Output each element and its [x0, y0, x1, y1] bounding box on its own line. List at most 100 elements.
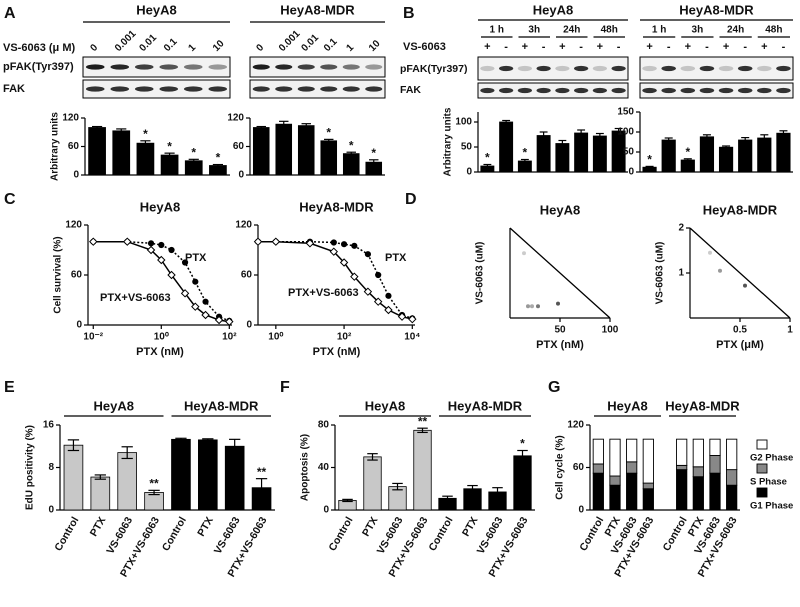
blot-band: [661, 87, 676, 94]
significance: *: [371, 146, 376, 160]
significance: *: [349, 138, 354, 152]
bar: [112, 130, 131, 176]
blot-band: [252, 86, 270, 92]
significance: **: [149, 477, 159, 491]
dose-label: 0: [88, 42, 100, 54]
y-tick-label: 0: [323, 505, 329, 516]
group-title: HeyA8-MDR: [665, 398, 740, 413]
blot-band: [252, 64, 270, 70]
marker: [339, 258, 349, 267]
bar-segment: [692, 438, 704, 468]
bar-segment: [692, 466, 704, 478]
y-tick-label: 60: [233, 141, 245, 152]
marker: [340, 241, 348, 248]
bar-segment: [726, 484, 738, 511]
bar-segment: [709, 438, 721, 456]
bar-segment: [709, 455, 721, 474]
sign-label: -: [705, 41, 709, 53]
significance: *: [523, 146, 528, 160]
blot-band: [680, 87, 696, 94]
isobole: [509, 227, 611, 319]
blot-band: [499, 87, 514, 94]
blot-band: [134, 86, 154, 92]
marker: [364, 251, 372, 258]
y-tick-label: 80: [318, 420, 330, 431]
bar: [680, 159, 695, 173]
bar: [661, 139, 676, 173]
x-tick-label: 10⁴: [404, 332, 420, 343]
bar: [413, 429, 432, 511]
bar: [363, 456, 382, 511]
blot-frame: [639, 82, 794, 99]
bar: [171, 438, 191, 511]
marker: [351, 242, 358, 249]
blot-band: [85, 86, 105, 92]
y-tick-label: 120: [62, 113, 79, 124]
panel-letter: G: [548, 379, 560, 396]
bar: [320, 140, 338, 176]
marker: [271, 237, 281, 246]
marker: [408, 314, 417, 324]
significance: *: [520, 437, 525, 451]
blot-band: [737, 87, 753, 94]
marker: [350, 272, 359, 281]
y-tick-label: 150: [617, 107, 634, 118]
blot-band: [718, 87, 734, 94]
marker: [363, 287, 373, 296]
bar: [342, 153, 360, 176]
blot-band: [110, 64, 130, 70]
point: [536, 304, 540, 309]
marker: [192, 278, 199, 285]
sign-label: -: [743, 41, 747, 53]
blot-band: [592, 87, 607, 94]
blot-frame: [249, 79, 386, 99]
bar: [757, 137, 772, 173]
significance: *: [326, 126, 331, 140]
bar: [63, 444, 84, 511]
blot-frame: [249, 56, 386, 78]
sign-label: -: [617, 41, 621, 53]
blot-frame: [639, 56, 794, 81]
panel-letter: F: [280, 379, 290, 396]
y-tick-label: 120: [567, 420, 584, 431]
y-tick-label: 0: [628, 167, 634, 178]
bar: [117, 452, 137, 511]
treatment-label: VS-6063 (μ M): [3, 42, 75, 54]
blot-row-label: FAK: [3, 83, 25, 95]
marker: [89, 237, 98, 246]
significance: *: [647, 153, 652, 167]
bar: [699, 136, 715, 173]
bar: [592, 135, 607, 173]
y-axis-label: Cell survival (%): [53, 236, 64, 313]
x-tick-label: PTX: [360, 515, 381, 539]
bar-segment: [592, 438, 604, 465]
significance: *: [485, 151, 490, 165]
blot-band: [342, 64, 360, 70]
bar-segment: [642, 438, 654, 484]
y-tick-label: 0: [73, 170, 79, 181]
y-tick-label: 16: [43, 420, 55, 431]
sign-label: -: [667, 41, 671, 53]
dose-label: 10: [367, 38, 383, 54]
blot-band: [480, 87, 495, 94]
blot-band: [208, 64, 228, 70]
y-tick-label: 0: [48, 505, 54, 516]
blot-frame: [82, 79, 231, 99]
x-tick-label: 10²: [222, 332, 237, 343]
y-tick-label: 1: [678, 268, 684, 279]
panel-letter: D: [405, 191, 417, 208]
y-axis-label: EdU positivity (%): [25, 425, 36, 510]
bar: [499, 121, 514, 173]
sign-label: +: [597, 41, 603, 53]
bar: [136, 142, 155, 176]
series-label: PTX+VS-6063: [288, 287, 359, 299]
y-tick-label: 50: [623, 147, 635, 158]
marker: [146, 245, 156, 255]
bar-segment: [609, 438, 621, 477]
y-tick-label: 120: [227, 113, 244, 124]
blot-band: [699, 65, 715, 72]
blot-band: [275, 64, 293, 70]
blot-band: [661, 65, 676, 72]
group-title: HeyA8-MDR: [679, 2, 754, 17]
marker: [214, 315, 224, 325]
